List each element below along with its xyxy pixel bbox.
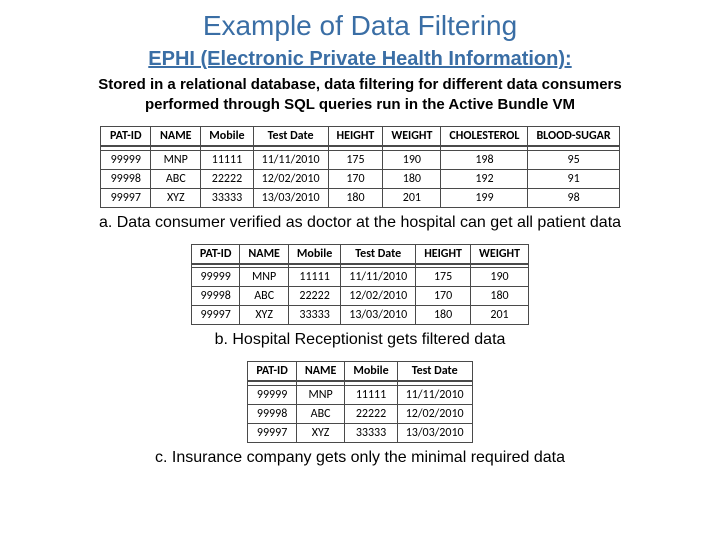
- slide-title: Example of Data Filtering: [20, 10, 700, 42]
- column-header: NAME: [151, 127, 201, 147]
- table-cell: 170: [416, 287, 471, 306]
- column-header: BLOOD-SUGAR: [528, 127, 619, 147]
- table-row: 99998ABC2222212/02/201017018019291: [101, 169, 619, 188]
- table-cell: 91: [528, 169, 619, 188]
- table-cell: 22222: [345, 404, 397, 423]
- table-cell: 13/03/2010: [397, 423, 472, 442]
- table-row: 99998ABC2222212/02/2010: [248, 404, 472, 423]
- table-cell: 180: [416, 306, 471, 325]
- table-row: 99997XYZ3333313/03/201018020119998: [101, 188, 619, 207]
- table-cell: MNP: [151, 150, 201, 169]
- table-cell: 99999: [191, 268, 239, 287]
- table-cell: 11111: [345, 385, 397, 404]
- table-row: 99997XYZ3333313/03/2010: [248, 423, 472, 442]
- table-b: PAT-IDNAMEMobileTest DateHEIGHTWEIGHT 999…: [191, 244, 529, 326]
- column-header: Mobile: [345, 362, 397, 382]
- table-cell: 12/02/2010: [253, 169, 328, 188]
- table-cell: 190: [470, 268, 528, 287]
- table-cell: 99998: [101, 169, 151, 188]
- caption-a: a. Data consumer verified as doctor at t…: [20, 214, 700, 232]
- table-cell: 175: [416, 268, 471, 287]
- table-cell: 33333: [345, 423, 397, 442]
- column-header: NAME: [296, 362, 345, 382]
- table-cell: MNP: [240, 268, 289, 287]
- table-cell: 99999: [248, 385, 296, 404]
- table-c: PAT-IDNAMEMobileTest Date 99999MNP1111111…: [247, 361, 472, 443]
- table-cell: 12/02/2010: [397, 404, 472, 423]
- table-a: PAT-IDNAMEMobileTest DateHEIGHTWEIGHTCHO…: [100, 126, 619, 208]
- table-cell: 11/11/2010: [341, 268, 416, 287]
- column-header: Mobile: [288, 244, 340, 264]
- column-header: CHOLESTEROL: [441, 127, 528, 147]
- table-cell: 11/11/2010: [253, 150, 328, 169]
- table-b-container: PAT-IDNAMEMobileTest DateHEIGHTWEIGHT 999…: [20, 244, 700, 326]
- table-cell: 99998: [191, 287, 239, 306]
- column-header: Test Date: [397, 362, 472, 382]
- column-header: Test Date: [253, 127, 328, 147]
- description-line2: performed through SQL queries run in the…: [145, 96, 575, 113]
- table-cell: XYZ: [240, 306, 289, 325]
- table-cell: 22222: [201, 169, 253, 188]
- table-a-container: PAT-IDNAMEMobileTest DateHEIGHTWEIGHTCHO…: [20, 126, 700, 208]
- column-header: WEIGHT: [470, 244, 528, 264]
- column-header: Test Date: [341, 244, 416, 264]
- table-cell: 199: [441, 188, 528, 207]
- column-header: PAT-ID: [248, 362, 296, 382]
- table-cell: 190: [383, 150, 441, 169]
- description-line1: Stored in a relational database, data fi…: [98, 76, 621, 93]
- caption-b: b. Hospital Receptionist gets filtered d…: [20, 331, 700, 349]
- table-cell: 11111: [288, 268, 340, 287]
- table-cell: 99997: [248, 423, 296, 442]
- slide-subtitle: EPHI (Electronic Private Health Informat…: [20, 48, 700, 71]
- table-cell: 99999: [101, 150, 151, 169]
- table-cell: 33333: [288, 306, 340, 325]
- table-cell: 11/11/2010: [397, 385, 472, 404]
- table-cell: 99998: [248, 404, 296, 423]
- table-cell: 22222: [288, 287, 340, 306]
- column-header: HEIGHT: [328, 127, 383, 147]
- column-header: NAME: [240, 244, 289, 264]
- column-header: PAT-ID: [191, 244, 239, 264]
- table-row: 99997XYZ3333313/03/2010180201: [191, 306, 528, 325]
- table-cell: 13/03/2010: [341, 306, 416, 325]
- table-cell: 198: [441, 150, 528, 169]
- table-cell: 11111: [201, 150, 253, 169]
- table-cell: XYZ: [296, 423, 345, 442]
- table-row: 99999MNP1111111/11/2010175190: [191, 268, 528, 287]
- table-cell: 95: [528, 150, 619, 169]
- table-cell: MNP: [296, 385, 345, 404]
- table-cell: 98: [528, 188, 619, 207]
- caption-c: c. Insurance company gets only the minim…: [20, 449, 700, 467]
- table-cell: 170: [328, 169, 383, 188]
- table-cell: 180: [328, 188, 383, 207]
- table-cell: ABC: [296, 404, 345, 423]
- table-cell: 192: [441, 169, 528, 188]
- table-cell: 180: [383, 169, 441, 188]
- table-row: 99999MNP1111111/11/201017519019895: [101, 150, 619, 169]
- table-cell: 33333: [201, 188, 253, 207]
- slide-description: Stored in a relational database, data fi…: [20, 75, 700, 114]
- column-header: PAT-ID: [101, 127, 151, 147]
- table-cell: 201: [470, 306, 528, 325]
- table-cell: XYZ: [151, 188, 201, 207]
- table-c-container: PAT-IDNAMEMobileTest Date 99999MNP1111111…: [20, 361, 700, 443]
- table-cell: 99997: [191, 306, 239, 325]
- table-row: 99999MNP1111111/11/2010: [248, 385, 472, 404]
- table-row: 99998ABC2222212/02/2010170180: [191, 287, 528, 306]
- column-header: WEIGHT: [383, 127, 441, 147]
- table-cell: 13/03/2010: [253, 188, 328, 207]
- table-cell: 180: [470, 287, 528, 306]
- table-cell: 12/02/2010: [341, 287, 416, 306]
- table-cell: ABC: [151, 169, 201, 188]
- column-header: HEIGHT: [416, 244, 471, 264]
- table-cell: 201: [383, 188, 441, 207]
- table-cell: 99997: [101, 188, 151, 207]
- column-header: Mobile: [201, 127, 253, 147]
- table-cell: ABC: [240, 287, 289, 306]
- table-cell: 175: [328, 150, 383, 169]
